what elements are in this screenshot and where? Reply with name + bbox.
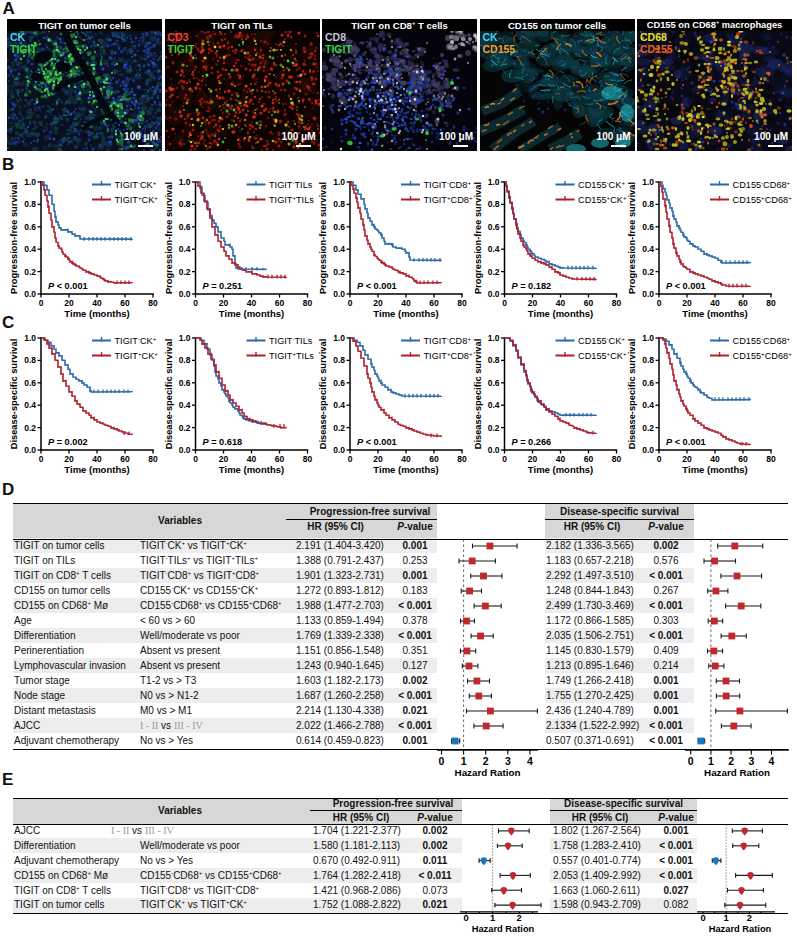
svg-text:0: 0 xyxy=(700,913,705,923)
svg-text:2: 2 xyxy=(517,913,522,923)
svg-text:Hazard Ration: Hazard Ration xyxy=(709,924,772,934)
svg-text:0: 0 xyxy=(463,913,468,923)
svg-text:1: 1 xyxy=(724,913,729,923)
svg-text:1: 1 xyxy=(490,913,495,923)
svg-text:Hazard Ration: Hazard Ration xyxy=(472,924,535,934)
svg-text:2: 2 xyxy=(747,913,752,923)
